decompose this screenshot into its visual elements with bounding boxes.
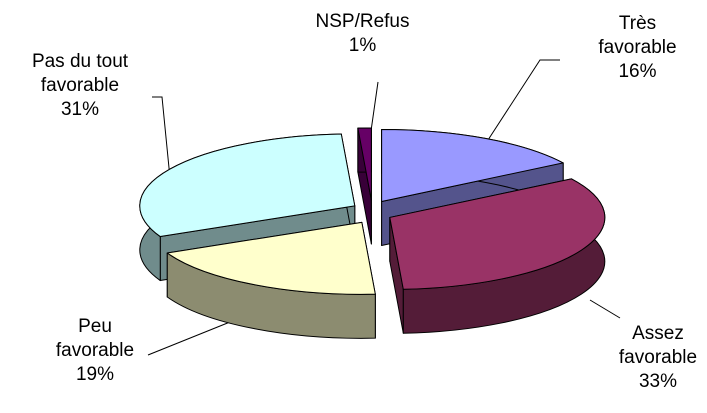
- value-label: 19%: [75, 364, 115, 385]
- category-label: Peu favorable: [55, 316, 135, 361]
- slice: [389, 178, 606, 290]
- slice-label: Assez favorable 33%: [598, 322, 707, 394]
- slice-label: Très favorable 16%: [585, 12, 690, 84]
- value-label: 33%: [638, 371, 678, 392]
- slice: [357, 127, 372, 201]
- slice: [166, 221, 376, 295]
- category-label: Pas du tout favorable: [31, 51, 129, 96]
- slice-label: Pas du tout favorable 31%: [5, 50, 155, 122]
- category-label: NSP/Refus: [315, 11, 410, 32]
- value-label: 31%: [60, 99, 100, 120]
- category-label: Assez favorable: [618, 323, 698, 368]
- leader-line: [589, 299, 621, 319]
- slice-label: NSP/Refus 1%: [300, 10, 425, 58]
- value-label: 1%: [348, 35, 377, 56]
- category-label: Très favorable: [598, 13, 677, 58]
- slice-label: Peu favorable 19%: [40, 315, 150, 387]
- leader-line: [152, 96, 171, 179]
- slice: [381, 128, 564, 202]
- value-label: 16%: [618, 61, 657, 82]
- leader-line: [474, 59, 560, 161]
- slice: [139, 133, 356, 238]
- leader-line: [147, 321, 231, 356]
- slices: [139, 127, 606, 339]
